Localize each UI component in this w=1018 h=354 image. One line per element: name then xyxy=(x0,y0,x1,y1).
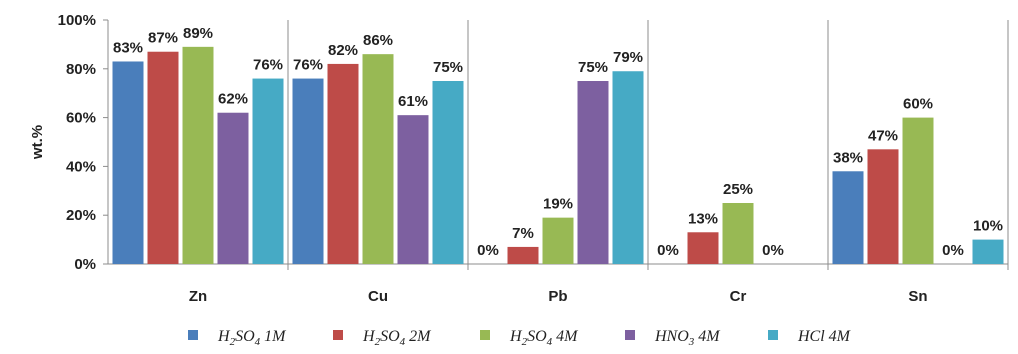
bar xyxy=(832,171,864,264)
legend-swatch xyxy=(625,330,635,340)
bar xyxy=(112,61,144,265)
bar xyxy=(902,117,934,264)
data-label: 83% xyxy=(113,39,143,56)
data-label: 19% xyxy=(543,196,573,213)
y-axis-label: wt.% xyxy=(29,125,46,160)
data-label: 60% xyxy=(903,96,933,113)
legend-entry: HCl 4M xyxy=(797,328,852,345)
data-label: 0% xyxy=(942,242,964,259)
bar xyxy=(722,203,754,264)
data-label: 76% xyxy=(293,57,323,74)
legend-entry: H2SO4 1M xyxy=(217,328,287,348)
x-tick-label: Cu xyxy=(368,288,388,305)
y-tick-label: 40% xyxy=(66,158,96,175)
bar xyxy=(612,71,644,265)
plot-area: 0% 20% 40% 60% 80% 100% Zn 83% 87% 89% 62% 76% Cu 76%… xyxy=(58,12,1009,305)
data-label: 13% xyxy=(688,210,718,227)
legend-swatch xyxy=(768,330,778,340)
bar xyxy=(687,232,719,264)
bar xyxy=(327,63,359,264)
bar xyxy=(217,112,249,264)
bar xyxy=(147,51,179,264)
bar xyxy=(397,115,429,264)
bar xyxy=(577,81,609,264)
bar xyxy=(867,149,899,264)
data-label: 89% xyxy=(183,25,213,42)
data-label: 0% xyxy=(477,242,499,259)
data-label: 87% xyxy=(148,30,178,47)
x-tick-label: Sn xyxy=(908,288,927,305)
y-tick-label: 20% xyxy=(66,207,96,224)
bar xyxy=(252,78,284,264)
data-label: 86% xyxy=(363,32,393,49)
x-tick-label: Cr xyxy=(730,288,747,305)
data-label: 75% xyxy=(578,59,608,76)
bar xyxy=(507,246,539,264)
bar xyxy=(182,46,214,265)
bar xyxy=(432,81,464,264)
data-label: 75% xyxy=(433,59,463,76)
bar xyxy=(972,239,1004,264)
legend-swatch xyxy=(333,330,343,340)
x-tick-label: Pb xyxy=(548,288,567,305)
data-label: 61% xyxy=(398,93,428,110)
y-tick-label: 60% xyxy=(66,110,96,127)
bar xyxy=(362,54,394,264)
data-label: 7% xyxy=(512,225,534,242)
legend-swatch xyxy=(188,330,198,340)
data-label: 79% xyxy=(613,49,643,66)
data-label: 0% xyxy=(762,242,784,259)
y-tick-label: 100% xyxy=(58,12,96,29)
data-label: 38% xyxy=(833,149,863,166)
bar xyxy=(292,78,324,264)
bar xyxy=(542,217,574,264)
data-label: 10% xyxy=(973,218,1003,235)
legend-swatch xyxy=(480,330,490,340)
data-label: 62% xyxy=(218,91,248,108)
y-tick-label: 80% xyxy=(66,61,96,78)
y-tick-label: 0% xyxy=(74,256,96,273)
data-label: 76% xyxy=(253,57,283,74)
data-label: 25% xyxy=(723,181,753,198)
legend-entry: H2SO4 4M xyxy=(509,328,579,348)
data-label: 82% xyxy=(328,42,358,59)
legend: H2SO4 1M H2SO4 2M H2SO4 4M HNO3 4M HCl 4M xyxy=(188,328,852,348)
legend-entry: HNO3 4M xyxy=(654,328,721,348)
legend-entry: H2SO4 2M xyxy=(362,328,432,348)
x-tick-label: Zn xyxy=(189,288,207,305)
data-label: 47% xyxy=(868,127,898,144)
data-label: 0% xyxy=(657,242,679,259)
